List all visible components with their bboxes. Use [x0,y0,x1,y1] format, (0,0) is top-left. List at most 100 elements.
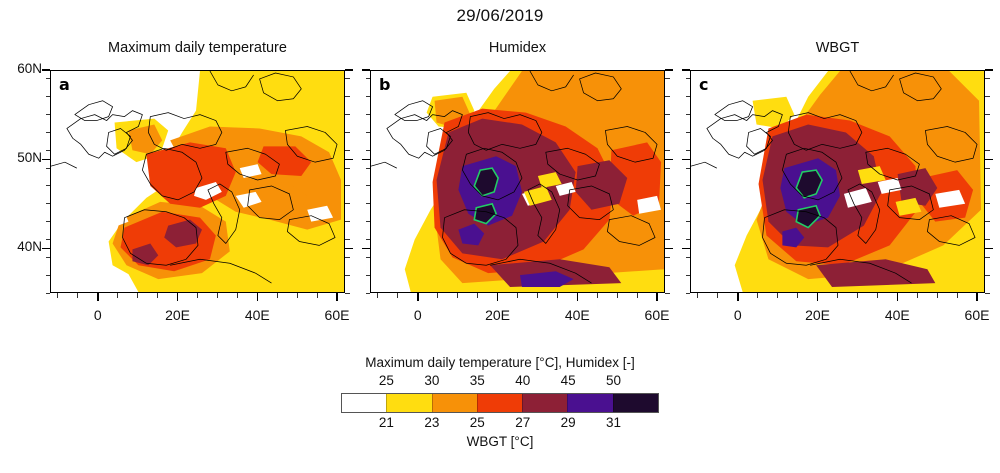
ytick-minor-c-35 [685,292,690,294]
panel-title-c: WBGT [815,40,860,56]
xtick-minor-c-15 [797,293,799,298]
ytick-label-60N: 60N [17,61,42,76]
ytick-minor-right-b-35 [665,292,670,294]
colorbar-top-tick-50: 50 [606,373,622,388]
ytick-minor-c-49 [685,167,690,169]
colorbar[interactable] [341,393,659,413]
ytick-minor-right-a-49 [345,167,350,169]
xtick-minor-c-5 [757,293,759,298]
xtick-major-b-0 [417,293,419,301]
ytick-minor-b-43 [365,221,370,223]
xtick-major-c-20E [816,293,819,301]
ytick-minor-right-b-57 [665,96,670,98]
map-panel-b[interactable]: b [370,70,665,293]
map-panel-a[interactable]: a [50,70,345,293]
ytick-minor-right-c-43 [985,221,990,223]
ytick-minor-right-c-49 [985,167,990,169]
panel-title-a: Maximum daily temperature [108,40,287,56]
ytick-minor-a-51 [45,149,50,151]
ytick-minor-b-37 [365,274,370,276]
xtick-minor-c-10 [777,293,779,298]
ytick-label-50N: 50N [17,150,42,166]
ytick-minor-a-57 [45,96,50,98]
ytick-major-a-50N [42,158,50,160]
xtick-label-a-0: 0 [93,307,102,323]
xtick-minor-a-25 [197,293,198,298]
ytick-major-a-60N [42,69,50,71]
colorbar-top-tick-35: 35 [469,373,485,388]
ytick-minor-a-43 [45,221,50,223]
panel-letter-c: c [699,75,709,94]
xtick-minor-c-55 [956,293,958,298]
ytick-minor-right-a-59 [345,78,350,80]
colorbar-bottom-tick-29: 29 [560,415,576,430]
xtick-major-c-40E [896,293,898,301]
xtick-minor-b--10 [377,293,379,298]
ytick-minor-right-b-37 [665,274,670,276]
xtick-minor-a-30 [216,293,218,298]
ytick-major-a-40N [42,247,50,250]
ytick-minor-a-37 [45,274,50,276]
ytick-minor-b-59 [365,78,370,80]
colorbar-top-tick-45: 45 [560,373,576,388]
xtick-label-a-40E: 40E [244,307,270,323]
ytick-minor-right-b-43 [665,221,670,223]
ytick-minor-right-a-47 [345,185,350,187]
ytick-minor-right-c-47 [985,185,990,187]
xtick-label-c-40E: 40E [884,307,910,323]
colorbar-swatch-35-40 [476,394,523,412]
xtick-major-a-20E [176,293,179,301]
xtick-label-c-20E: 20E [805,307,831,323]
colorbar-caption-top: Maximum daily temperature [°C], Humidex … [365,355,635,370]
panel-letter-b: b [379,75,391,94]
xtick-label-c-0: 0 [733,307,742,323]
ytick-major-right-b-50N [665,158,673,160]
xtick-major-a-60E [336,293,338,301]
ytick-minor-right-b-47 [665,185,670,187]
ytick-major-c-60N [682,69,690,71]
xtick-label-a-60E: 60E [324,307,350,323]
map-panel-c[interactable]: c [690,70,985,293]
colorbar-bottom-tick-21: 21 [378,415,394,430]
ytick-minor-right-c-59 [985,78,990,80]
ytick-minor-right-a-39 [345,256,350,258]
xtick-minor-c-25 [837,293,838,298]
ytick-minor-c-39 [685,256,690,258]
ytick-minor-c-57 [685,96,690,98]
ytick-minor-right-a-35 [345,292,350,294]
colorbar-bottom-tick-23: 23 [424,415,440,430]
ytick-minor-c-43 [685,221,690,223]
xtick-minor-b-15 [477,293,479,298]
xtick-major-c-60E [976,293,978,301]
ytick-major-right-c-60N [985,69,993,71]
ytick-minor-b-45 [365,203,370,205]
ytick-minor-right-c-55 [985,114,990,116]
ytick-minor-c-45 [685,203,690,205]
xtick-major-a-0 [97,293,99,301]
colorbar-bottom-tick-25: 25 [469,415,485,430]
ytick-minor-a-41 [45,238,50,240]
xtick-label-a-20E: 20E [165,307,191,323]
xtick-minor-c-35 [876,293,878,298]
xtick-major-a-40E [256,293,258,301]
ytick-minor-c-59 [685,78,690,80]
ytick-minor-right-c-35 [985,292,990,294]
map-heatmap-c [691,71,984,292]
ytick-minor-right-c-57 [985,96,990,98]
xtick-minor-b-55 [636,293,638,298]
ytick-minor-b-55 [365,114,370,116]
ytick-minor-right-a-55 [345,114,350,116]
ytick-minor-right-c-51 [985,149,990,151]
ytick-major-right-a-50N [345,158,353,160]
xtick-minor-c-45 [916,293,918,298]
ytick-major-right-b-60N [665,69,673,71]
ytick-minor-a-39 [45,256,50,258]
xtick-minor-b-25 [517,293,518,298]
xtick-minor-a-50 [296,293,298,298]
xtick-minor-b-35 [556,293,558,298]
ytick-minor-right-b-41 [665,238,670,240]
colorbar-top-tick-30: 30 [424,373,440,388]
ytick-major-right-a-40N [345,247,353,250]
ytick-minor-a-45 [45,203,50,205]
xtick-minor-b-30 [536,293,538,298]
